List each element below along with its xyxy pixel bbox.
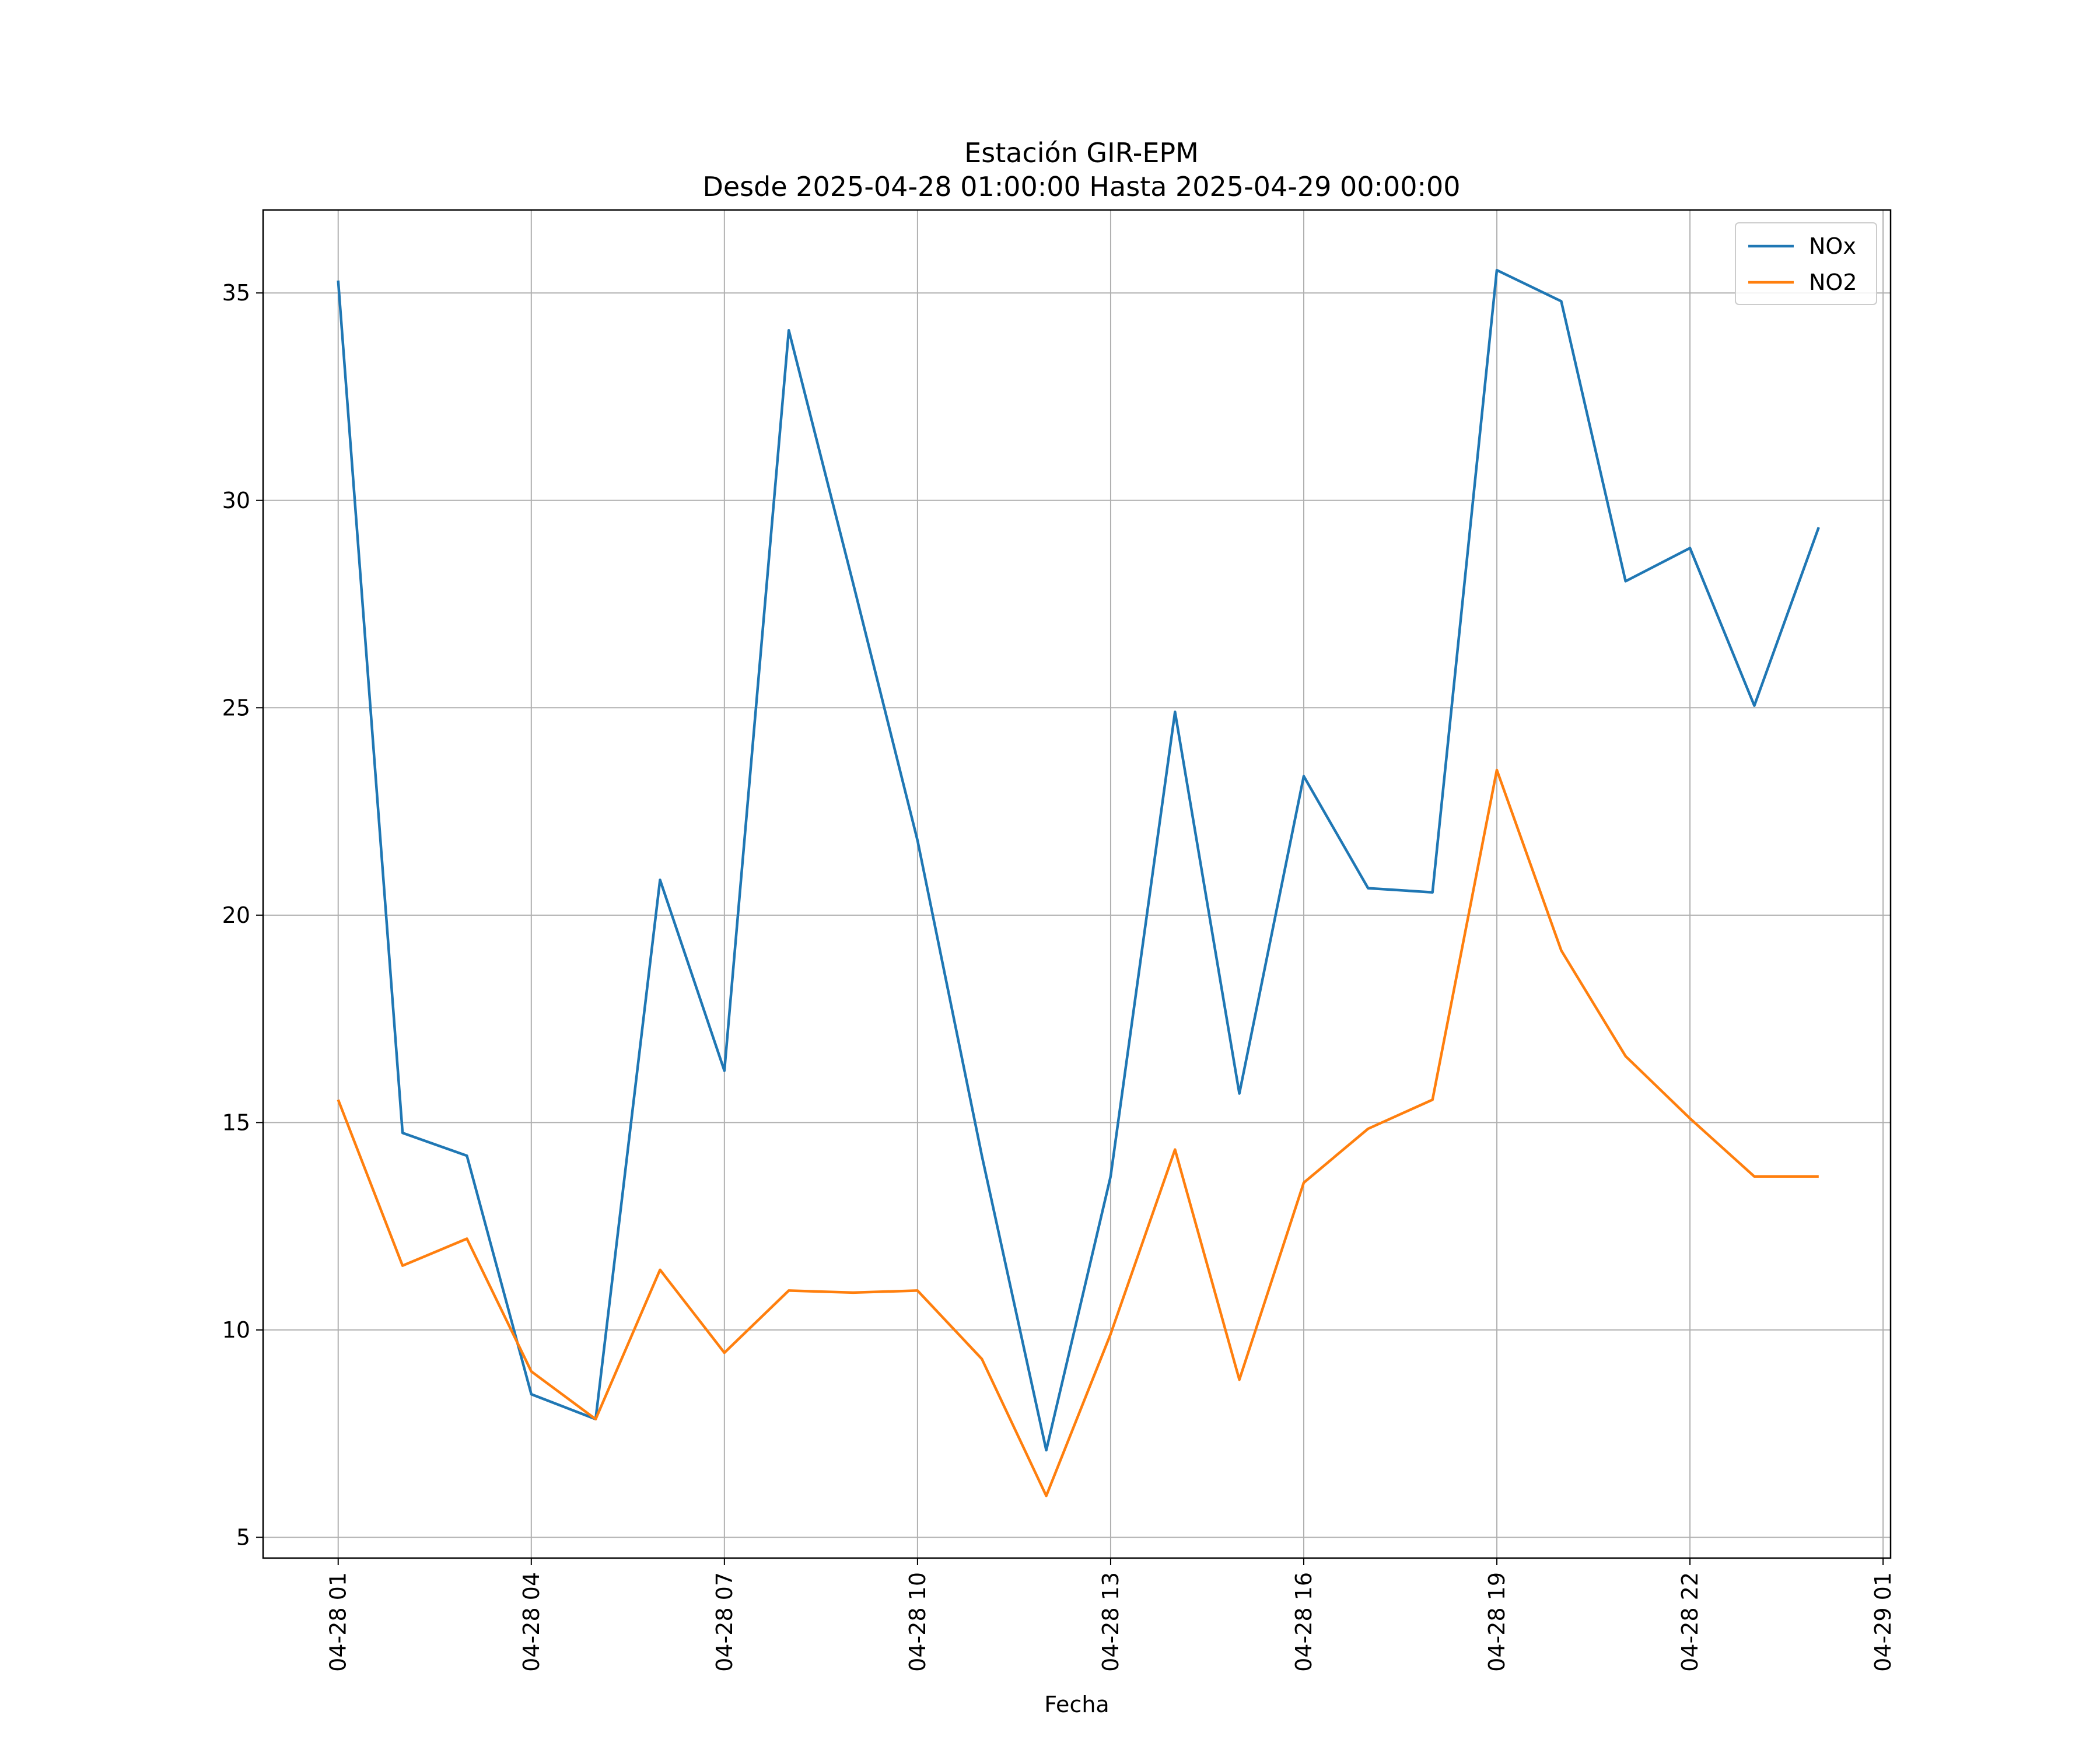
series-line-nox xyxy=(337,268,1820,1452)
y-tick-label: 35 xyxy=(222,280,250,306)
legend-label-no2: NO2 xyxy=(1809,270,1857,295)
y-tick-label: 25 xyxy=(222,695,250,720)
y-tick-label: 5 xyxy=(236,1524,250,1550)
legend-box xyxy=(1735,222,1877,305)
x-axis-label: Fecha xyxy=(1044,1692,1109,1717)
y-tick-label: 10 xyxy=(222,1317,250,1343)
x-tick-label: 04-28 07 xyxy=(712,1572,737,1672)
series-line-no2 xyxy=(337,768,1819,1497)
plot-area-frame xyxy=(262,209,1892,1559)
series-lines xyxy=(337,268,1820,1497)
x-tick-label: 04-28 16 xyxy=(1291,1572,1317,1672)
x-tick-label: 04-28 13 xyxy=(1098,1572,1124,1672)
x-tick-label: 04-28 19 xyxy=(1484,1572,1510,1672)
legend: NOx NO2 xyxy=(1735,222,1877,305)
x-tick-label: 04-28 01 xyxy=(326,1572,351,1672)
x-tick-label: 04-29 01 xyxy=(1870,1572,1896,1672)
chart-title-line2: Desde 2025-04-28 01:00:00 Hasta 2025-04-… xyxy=(702,171,1460,202)
y-tick-label: 15 xyxy=(222,1110,250,1135)
axis-ticks: 5 10 15 20 25 30 35 04-28 01 04-28 04 04-28 07 04-… xyxy=(222,280,1896,1672)
x-tick-label: 04-28 10 xyxy=(905,1572,930,1672)
x-tick-label: 04-28 04 xyxy=(519,1572,544,1672)
x-tick-label: 04-28 22 xyxy=(1677,1572,1703,1672)
y-tick-label: 20 xyxy=(222,902,250,928)
chart-title-line1: Estación GIR-EPM xyxy=(964,137,1199,169)
grid-lines xyxy=(263,210,1891,1558)
legend-label-nox: NOx xyxy=(1809,233,1856,259)
y-tick-label: 30 xyxy=(222,488,250,513)
